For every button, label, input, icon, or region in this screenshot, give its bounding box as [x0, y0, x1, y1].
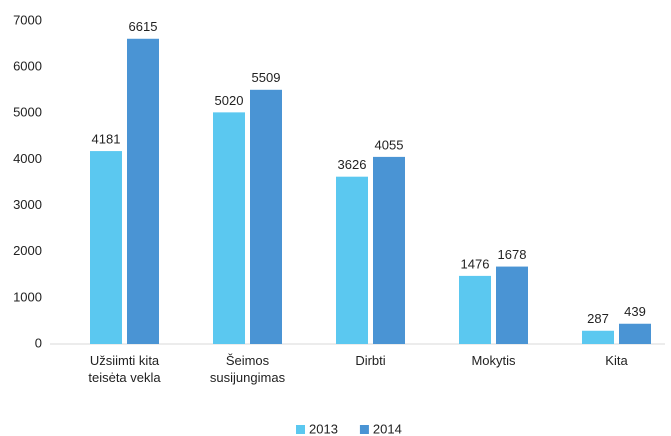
bar — [127, 38, 159, 344]
bar — [336, 176, 368, 344]
x-tick-label: Dirbti — [355, 353, 386, 368]
value-label: 1476 — [461, 256, 490, 271]
bar — [496, 266, 528, 344]
x-tick-label: Mokytis — [471, 353, 516, 368]
value-label: 1678 — [498, 247, 527, 262]
bar — [582, 330, 614, 344]
y-tick-label: 2000 — [13, 243, 42, 258]
bar — [459, 275, 491, 344]
bar — [373, 156, 405, 344]
value-label: 5509 — [252, 70, 281, 85]
value-label: 4055 — [375, 137, 404, 152]
value-label: 4181 — [92, 132, 121, 147]
legend-label: 2014 — [373, 421, 402, 436]
legend-swatch — [359, 425, 369, 434]
y-tick-label: 4000 — [13, 151, 42, 166]
y-tick-label: 7000 — [13, 12, 42, 27]
bar — [90, 151, 122, 344]
legend-swatch — [296, 425, 305, 434]
y-tick-label: 0 — [35, 335, 42, 350]
bar — [619, 323, 651, 344]
y-tick-label: 6000 — [13, 59, 42, 74]
value-label: 6615 — [129, 19, 158, 34]
value-label: 439 — [624, 304, 646, 319]
y-tick-label: 3000 — [13, 197, 42, 212]
y-tick-label: 5000 — [13, 105, 42, 120]
bar — [250, 89, 282, 344]
value-label: 287 — [587, 311, 609, 326]
value-label: 5020 — [215, 93, 244, 108]
bar — [213, 112, 245, 344]
value-label: 3626 — [338, 157, 367, 172]
legend-label: 2013 — [309, 421, 338, 436]
x-tick-label: Užsiimti kita teisėta vekla — [88, 353, 161, 385]
x-tick-label: Šeimos susijungimas — [209, 353, 286, 385]
y-tick-label: 1000 — [13, 289, 42, 304]
x-tick-label: Kita — [605, 353, 628, 368]
